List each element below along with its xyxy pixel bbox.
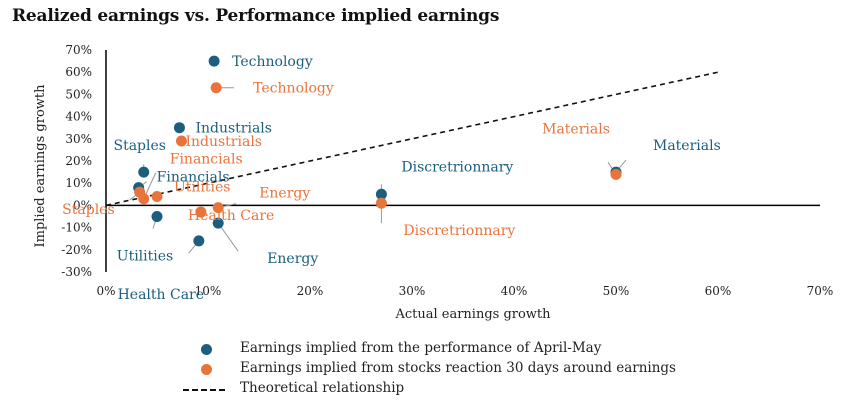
data-point xyxy=(210,82,222,94)
legend-marker-reaction xyxy=(201,364,212,375)
legend: Earnings implied from the performance of… xyxy=(183,340,743,400)
legend-label-reaction: Earnings implied from stocks reaction 30… xyxy=(240,360,676,376)
data-point xyxy=(610,168,622,180)
data-point xyxy=(375,197,387,209)
data-label: Materials xyxy=(653,138,721,154)
data-point xyxy=(175,135,187,147)
legend-label-performance: Earnings implied from the performance of… xyxy=(240,340,602,356)
legend-item-theoretical: Theoretical relationship xyxy=(183,380,743,400)
y-tick-label: 70% xyxy=(65,43,92,57)
data-label: Industrials xyxy=(185,134,262,150)
data-point xyxy=(208,55,220,67)
data-point xyxy=(134,186,146,198)
legend-item-performance: Earnings implied from the performance of… xyxy=(183,340,743,360)
x-tick-label: 60% xyxy=(705,284,732,298)
y-tick-label: 30% xyxy=(65,132,92,146)
data-label: Energy xyxy=(267,251,318,267)
data-point xyxy=(151,211,163,222)
data-label: Financials xyxy=(170,152,243,168)
x-tick-label: 0% xyxy=(96,284,115,298)
x-tick-label: 70% xyxy=(807,284,834,298)
y-tick-label: 0% xyxy=(73,198,92,212)
y-tick-label: -20% xyxy=(61,243,92,257)
y-tick-label: 40% xyxy=(65,110,92,124)
data-point xyxy=(193,235,205,247)
data-label: Utilities xyxy=(174,180,230,196)
data-point xyxy=(195,206,207,218)
y-tick-label: 60% xyxy=(65,65,92,79)
data-label: Financials xyxy=(157,170,230,186)
data-points xyxy=(133,55,622,247)
axes-layer: 0% 10% 20% 30% 40% 50% 60% 70% 70% 60% 50% 40% 30% 20… xyxy=(61,43,833,298)
y-tick-label: -30% xyxy=(61,265,92,279)
y-axis-title: Implied earnings growth xyxy=(33,84,48,248)
x-tick-label: 10% xyxy=(195,284,222,298)
data-point xyxy=(212,217,224,229)
data-label: Utilities xyxy=(117,249,173,265)
y-tick-label: 10% xyxy=(65,176,92,190)
data-label: Staples xyxy=(113,138,165,154)
x-axis-title: Actual earnings growth xyxy=(394,307,551,322)
data-label: Energy xyxy=(259,186,310,202)
y-tick-label: 20% xyxy=(65,154,92,168)
data-label: Discretrionnary xyxy=(401,159,513,175)
x-tick-label: 50% xyxy=(603,284,630,298)
x-tick-label: 20% xyxy=(297,284,324,298)
legend-marker-performance xyxy=(201,344,212,355)
data-label: Materials xyxy=(542,121,610,137)
data-point xyxy=(173,122,185,134)
data-label: Discretrionnary xyxy=(403,223,515,239)
data-label: Health Care xyxy=(118,287,204,303)
data-point xyxy=(151,191,163,203)
y-tick-label: 50% xyxy=(65,87,92,101)
y-tick-label: -10% xyxy=(61,221,92,235)
data-label: Technology xyxy=(232,54,313,70)
leader-line xyxy=(217,222,239,252)
x-tick-label: 40% xyxy=(501,284,528,298)
data-labels: TechnologyIndustrialsStaplesFinancialsUt… xyxy=(62,54,721,303)
data-point xyxy=(375,188,387,200)
legend-item-reaction: Earnings implied from stocks reaction 30… xyxy=(183,360,743,380)
legend-line-theoretical xyxy=(183,389,225,391)
data-point xyxy=(138,166,150,178)
legend-label-theoretical: Theoretical relationship xyxy=(240,380,405,396)
data-label: Industrials xyxy=(195,121,272,137)
data-point xyxy=(212,202,224,214)
chart-title: Realized earnings vs. Performance implie… xyxy=(12,6,500,26)
data-label: Technology xyxy=(253,81,334,97)
data-label: Staples xyxy=(62,202,114,218)
data-label: Health Care xyxy=(188,208,274,224)
x-tick-label: 30% xyxy=(399,284,426,298)
